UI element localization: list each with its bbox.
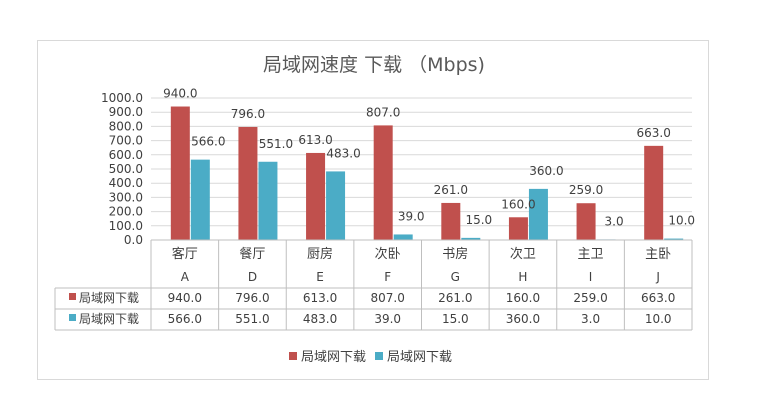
- data-label: 261.0: [434, 183, 468, 197]
- bar-chart: 局域网速度 下载 （Mbps) 0.0100.0200.0300.0400.05…: [54, 54, 695, 365]
- table-legend-key: [69, 293, 76, 300]
- data-label: 613.0: [298, 133, 332, 147]
- data-label: 10.0: [668, 214, 695, 228]
- bar: [238, 126, 258, 240]
- y-tick-label: 1000.0: [101, 91, 143, 105]
- bar: [170, 106, 190, 241]
- sub-category-label: G: [451, 270, 460, 284]
- table-cell: 360.0: [506, 312, 540, 326]
- table-cell: 807.0: [371, 291, 405, 305]
- table-cell: 261.0: [438, 291, 472, 305]
- data-label: 259.0: [569, 183, 603, 197]
- bar: [664, 238, 684, 240]
- y-tick-label: 200.0: [109, 205, 143, 219]
- y-tick-label: 800.0: [109, 119, 143, 133]
- bar: [441, 202, 461, 240]
- category-label: 餐厅: [239, 246, 265, 262]
- category-label: 次卧: [375, 246, 401, 262]
- category-label: 书房: [442, 246, 468, 262]
- bar: [393, 234, 413, 240]
- bar: [306, 152, 326, 240]
- data-table: 客厅 A 餐厅 D 厨房 E 次卧 F 书房 G 次卫 H 主卫 I 主卧 J 局域网下载 940.0 796.0 6…: [54, 239, 693, 331]
- bar: [461, 237, 481, 240]
- y-tick-label: 900.0: [109, 105, 143, 119]
- y-axis: 0.0100.0200.0300.0400.0500.0600.0700.080…: [101, 91, 143, 247]
- category-label: 客厅: [172, 246, 198, 262]
- chart-title: 局域网速度 下载 （Mbps): [263, 54, 485, 76]
- bar: [576, 203, 596, 240]
- table-cell: 3.0: [581, 312, 600, 326]
- category-label: 次卫: [510, 246, 536, 262]
- y-tick-label: 100.0: [109, 219, 143, 233]
- y-tick-label: 300.0: [109, 190, 143, 204]
- y-tick-label: 600.0: [109, 148, 143, 162]
- table-cell: 663.0: [641, 291, 675, 305]
- sub-category-label: F: [384, 270, 391, 284]
- data-label: 483.0: [326, 146, 360, 160]
- table-cell: 483.0: [303, 312, 337, 326]
- table-cell: 160.0: [506, 291, 540, 305]
- legend-label: 局域网下载: [387, 350, 452, 365]
- chart-frame: 局域网速度 下载 （Mbps) 0.0 100.0 200.0 300.0 400.0 5…: [37, 40, 709, 380]
- table-cell: 613.0: [303, 291, 337, 305]
- data-label: 160.0: [501, 197, 535, 211]
- table-cell: 940.0: [168, 291, 202, 305]
- bar: [190, 159, 210, 240]
- bar: [644, 145, 664, 240]
- legend-label: 局域网下载: [301, 350, 366, 365]
- y-tick-label: 500.0: [109, 162, 143, 176]
- legend-key: [375, 352, 383, 360]
- y-tick-label: 0.0: [124, 233, 143, 247]
- category-label: 厨房: [307, 246, 333, 262]
- sub-category-label: I: [589, 270, 593, 284]
- data-label: 551.0: [259, 137, 293, 151]
- table-series-name: 局域网下载: [79, 312, 139, 326]
- data-label: 663.0: [637, 126, 671, 140]
- category-label: 主卫: [578, 247, 604, 262]
- table-cell: 15.0: [442, 312, 469, 326]
- y-tick-label: 700.0: [109, 134, 143, 148]
- data-label: 940.0: [163, 87, 197, 101]
- data-labels: 940.0 796.0 613.0 807.0 261.0 160.0 259.0 663.0…: [163, 87, 695, 229]
- bars: [170, 106, 684, 241]
- table-cell: 39.0: [374, 312, 401, 326]
- sub-category-label: H: [518, 270, 527, 284]
- data-label: 3.0: [605, 215, 624, 229]
- data-label: 796.0: [231, 107, 265, 121]
- data-label: 807.0: [366, 105, 400, 119]
- table-cell: 259.0: [573, 291, 607, 305]
- data-label: 566.0: [191, 135, 225, 149]
- data-label: 39.0: [398, 209, 425, 223]
- table-cell: 10.0: [645, 312, 672, 326]
- category-label: 主卧: [645, 247, 671, 262]
- bar: [373, 125, 393, 240]
- legend-key: [289, 352, 297, 360]
- y-tick-label: 400.0: [109, 176, 143, 190]
- bar: [258, 161, 278, 240]
- data-label: 360.0: [529, 164, 563, 178]
- data-label: 15.0: [465, 213, 492, 227]
- sub-category-label: D: [248, 270, 257, 284]
- bar: [326, 171, 346, 240]
- table-legend-key: [69, 314, 76, 321]
- table-cell: 551.0: [235, 312, 269, 326]
- table-cell: 566.0: [168, 312, 202, 326]
- legend: 局域网下载 局域网下载: [289, 350, 452, 365]
- bar: [528, 188, 548, 240]
- table-cell: 796.0: [235, 291, 269, 305]
- sub-category-label: E: [316, 270, 324, 284]
- table-series-name: 局域网下载: [79, 291, 139, 305]
- bar: [508, 217, 528, 240]
- sub-category-label: J: [655, 270, 660, 284]
- sub-category-label: A: [181, 270, 190, 284]
